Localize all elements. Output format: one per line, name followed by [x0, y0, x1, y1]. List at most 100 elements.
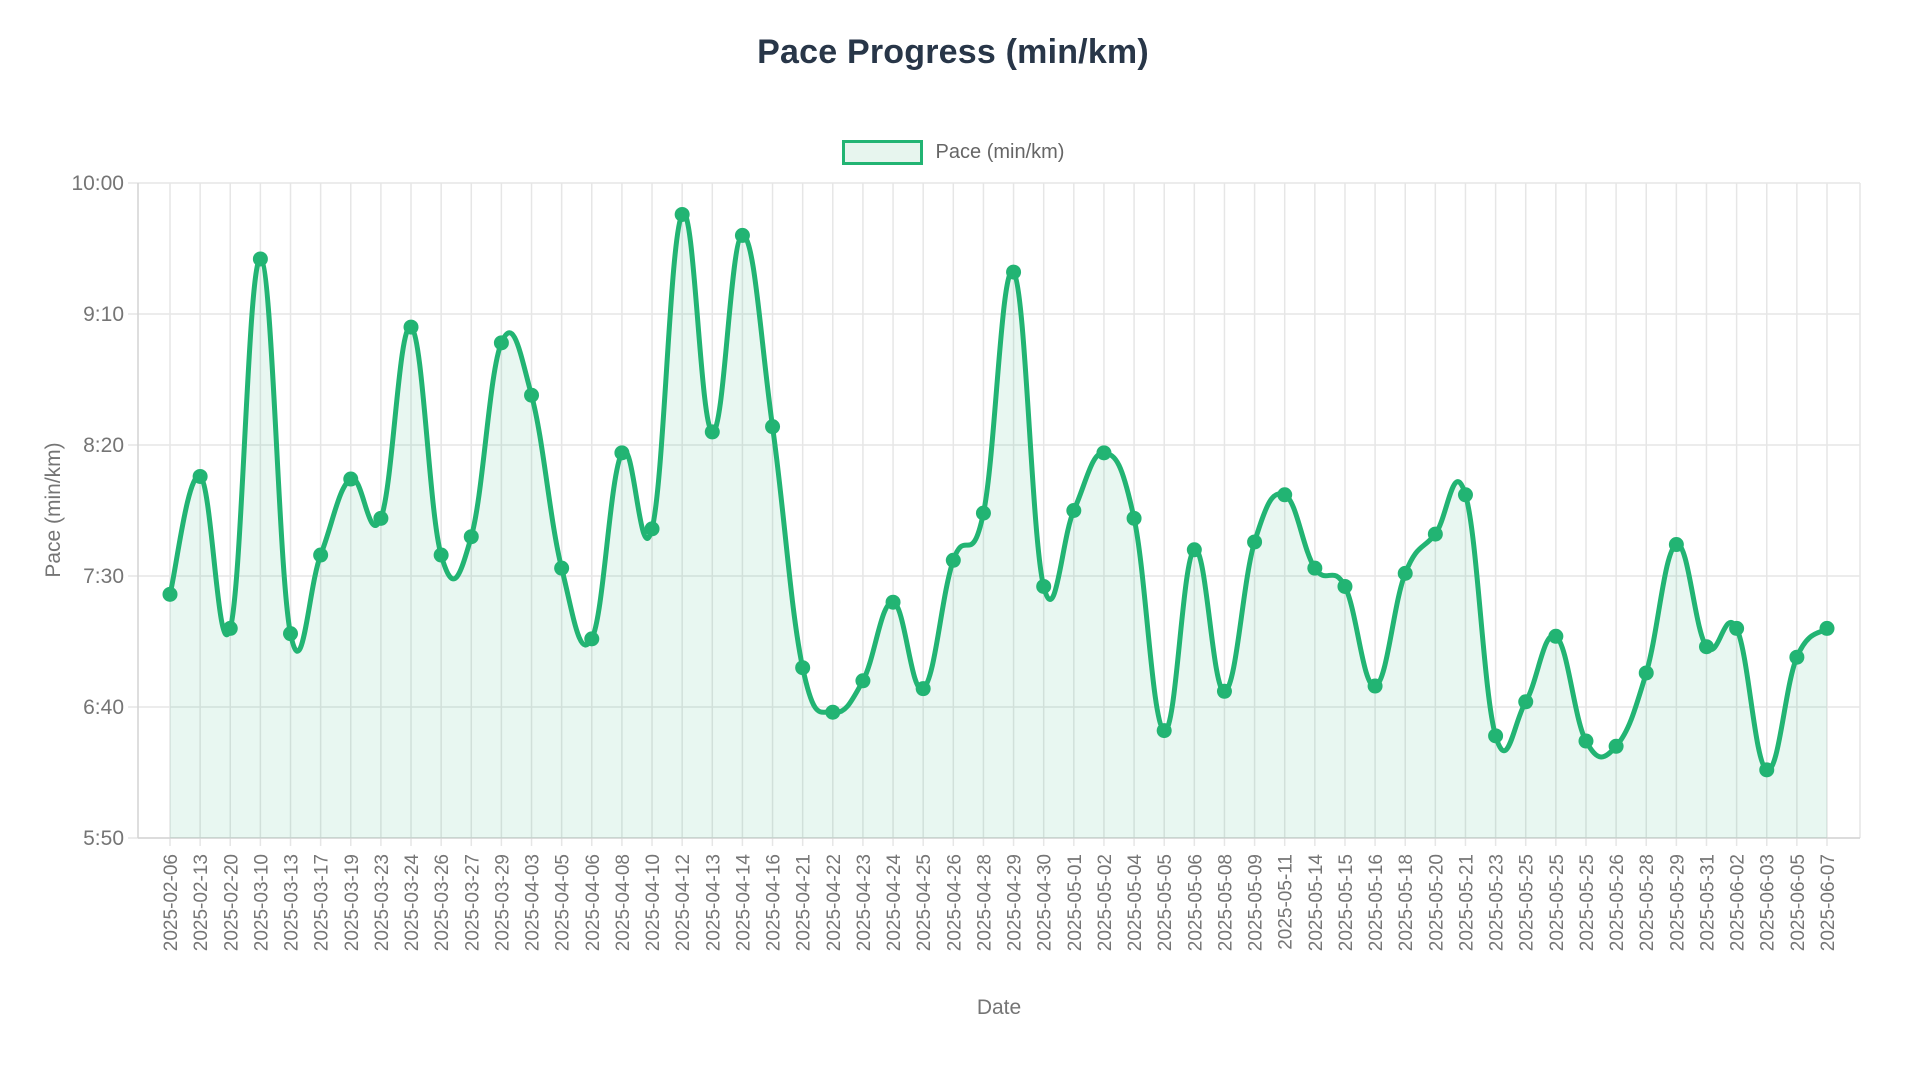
data-point[interactable]: [795, 660, 811, 676]
data-point[interactable]: [1759, 762, 1775, 778]
data-point[interactable]: [855, 673, 871, 689]
data-point[interactable]: [915, 681, 931, 697]
x-tick-label: 2025-04-14: [733, 854, 754, 952]
data-point[interactable]: [1066, 503, 1082, 518]
x-tick-label: 2025-05-08: [1215, 854, 1236, 951]
x-tick-label: 2025-04-23: [854, 854, 875, 951]
x-tick-label: 2025-06-02: [1728, 854, 1749, 951]
x-tick-label: 2025-04-21: [794, 854, 815, 951]
y-axis-title: Pace (min/km): [42, 442, 65, 578]
data-point[interactable]: [1668, 537, 1684, 553]
legend-swatch: [841, 140, 923, 165]
area-fill: [170, 213, 1827, 839]
data-point[interactable]: [1819, 620, 1835, 636]
x-tick-label: 2025-04-08: [613, 854, 634, 951]
data-point[interactable]: [1367, 678, 1383, 694]
x-tick-label: 2025-05-14: [1306, 854, 1327, 952]
x-tick-label: 2025-06-05: [1788, 854, 1809, 951]
x-tick-label: 2025-04-30: [1035, 854, 1056, 951]
data-point[interactable]: [1729, 620, 1745, 636]
x-tick-label: 2025-03-10: [251, 854, 272, 951]
legend-label: Pace (min/km): [935, 141, 1065, 163]
data-point[interactable]: [463, 529, 479, 545]
x-tick-label: 2025-04-25: [914, 854, 935, 951]
x-tick-label: 2025-05-20: [1426, 854, 1447, 951]
legend[interactable]: Pace (min/km): [0, 140, 1906, 165]
data-point[interactable]: [1036, 578, 1052, 594]
x-tick-label: 2025-03-27: [462, 854, 483, 951]
data-point[interactable]: [192, 468, 208, 484]
data-point[interactable]: [283, 626, 299, 642]
x-tick-label: 2025-05-25: [1517, 854, 1538, 951]
x-tick-label: 2025-04-06: [583, 854, 604, 951]
y-tick-label: 5:50: [83, 827, 124, 850]
data-points: [162, 206, 1835, 778]
x-tick-label: 2025-04-16: [764, 854, 785, 951]
x-tick-label: 2025-02-13: [191, 854, 212, 951]
data-point[interactable]: [975, 505, 991, 521]
data-point[interactable]: [1578, 733, 1594, 749]
x-tick-label: 2025-04-24: [884, 854, 905, 952]
data-point[interactable]: [1277, 487, 1293, 503]
data-point[interactable]: [252, 251, 268, 267]
data-point[interactable]: [1247, 534, 1263, 550]
x-tick-label: 2025-02-06: [161, 854, 182, 951]
data-point[interactable]: [343, 471, 359, 487]
data-point[interactable]: [1307, 560, 1323, 576]
data-point[interactable]: [1427, 526, 1443, 542]
data-point[interactable]: [584, 631, 600, 647]
x-tick-label: 2025-05-26: [1607, 854, 1628, 951]
data-point[interactable]: [524, 387, 540, 403]
y-tick-label: 7:30: [83, 565, 124, 588]
data-point[interactable]: [313, 547, 329, 563]
data-point[interactable]: [222, 620, 238, 636]
x-tick-label: 2025-04-12: [673, 854, 694, 951]
data-point[interactable]: [433, 547, 449, 563]
x-tick-label: 2025-03-26: [432, 854, 453, 951]
x-axis-title: Date: [976, 996, 1022, 1019]
data-point[interactable]: [1457, 487, 1473, 503]
data-point[interactable]: [1126, 510, 1142, 526]
data-point[interactable]: [765, 419, 781, 435]
data-point[interactable]: [373, 510, 389, 526]
data-point[interactable]: [1488, 728, 1504, 744]
data-point[interactable]: [674, 206, 690, 222]
data-point[interactable]: [1397, 565, 1413, 581]
x-tick-label: 2025-04-10: [643, 854, 664, 951]
data-point[interactable]: [1216, 683, 1232, 699]
x-tick-label: 2025-05-15: [1336, 854, 1357, 951]
x-tick-label: 2025-05-06: [1185, 854, 1206, 951]
data-point[interactable]: [1548, 628, 1564, 644]
data-point[interactable]: [945, 552, 961, 568]
x-tick-label: 2025-03-29: [492, 854, 513, 951]
data-point[interactable]: [1789, 649, 1805, 665]
x-tick-label: 2025-05-04: [1125, 854, 1146, 952]
data-point[interactable]: [734, 227, 750, 243]
data-point[interactable]: [162, 586, 178, 602]
data-point[interactable]: [1156, 723, 1172, 739]
x-tick-label: 2025-04-03: [523, 854, 544, 951]
data-point[interactable]: [1186, 542, 1202, 558]
data-point[interactable]: [614, 445, 630, 461]
data-point[interactable]: [1638, 665, 1654, 681]
data-point[interactable]: [403, 319, 419, 335]
x-tick-label: 2025-06-07: [1818, 854, 1839, 951]
x-tick-label: 2025-05-28: [1637, 854, 1658, 951]
x-tick-label: 2025-04-28: [974, 854, 995, 951]
data-point[interactable]: [644, 521, 660, 537]
x-tick-label: 2025-05-29: [1667, 854, 1688, 951]
data-point[interactable]: [885, 594, 901, 610]
data-point[interactable]: [1006, 264, 1022, 280]
data-point[interactable]: [554, 560, 570, 576]
x-tick-label: 2025-05-18: [1396, 854, 1417, 951]
x-tick-label: 2025-04-05: [553, 854, 574, 951]
data-point[interactable]: [1337, 578, 1353, 594]
data-point[interactable]: [825, 704, 841, 720]
data-point[interactable]: [1698, 639, 1714, 655]
y-tick-label: 10:00: [71, 172, 124, 195]
data-point[interactable]: [1608, 738, 1624, 754]
data-point[interactable]: [1518, 694, 1534, 710]
data-point[interactable]: [493, 335, 509, 351]
data-point[interactable]: [1096, 445, 1112, 461]
data-point[interactable]: [704, 424, 720, 440]
